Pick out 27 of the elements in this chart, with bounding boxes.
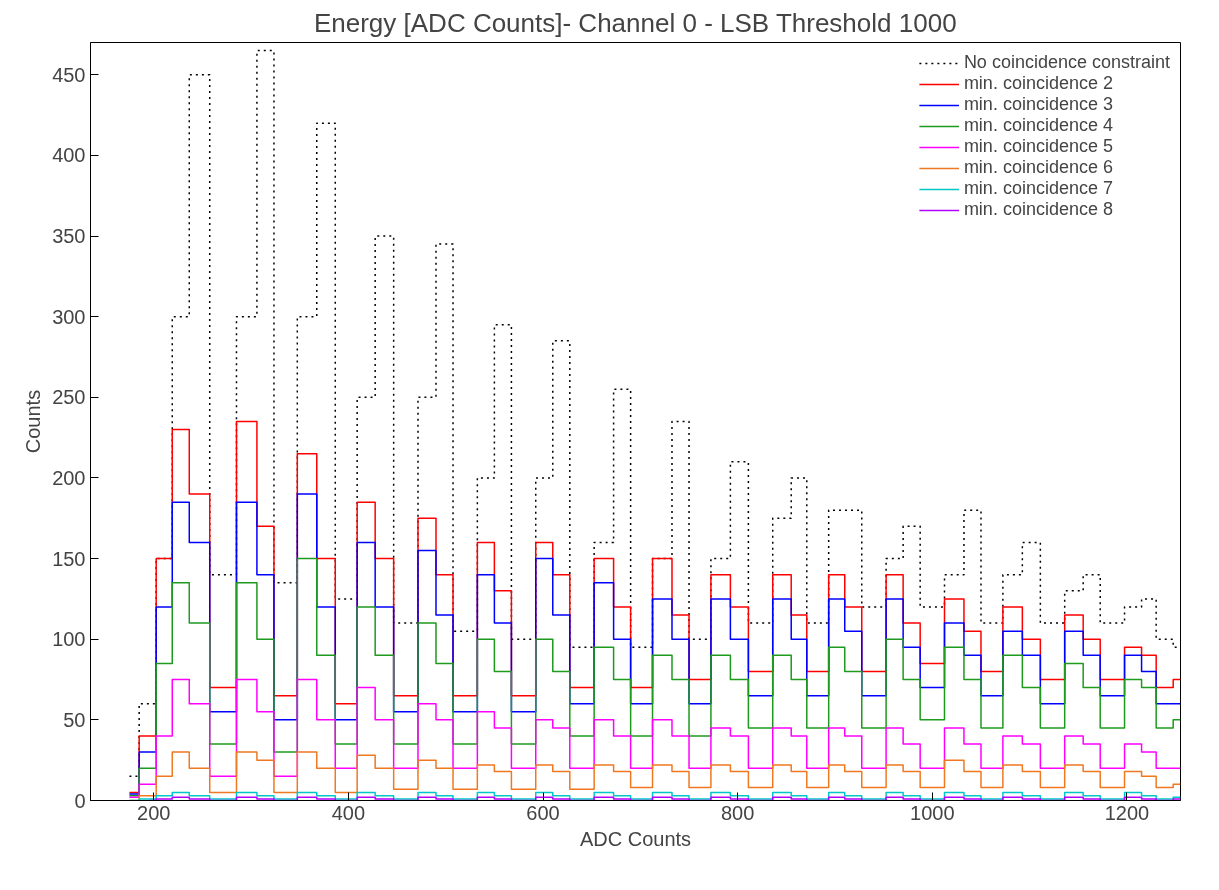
y-tick-label: 300 [52,305,86,328]
legend-label: min. coincidence 2 [963,73,1113,94]
legend-label: min. coincidence 5 [963,136,1113,157]
y-tick-label: 0 [74,789,86,812]
y-tick-label: 200 [52,466,86,489]
legend-label: No coincidence constraint [963,52,1170,73]
x-tick-label: 800 [721,801,755,824]
y-tick-label: 150 [52,547,86,570]
y-axis-title: Counts [22,389,45,454]
legend-label: min. coincidence 6 [963,157,1113,178]
legend-label: min. coincidence 3 [963,94,1113,115]
x-tick-label: 200 [137,801,171,824]
x-tick-label: 400 [331,801,366,824]
y-tick-label: 450 [52,63,86,86]
y-tick-label: 350 [52,225,86,248]
legend-label: min. coincidence 7 [963,178,1113,199]
legend-label: min. coincidence 4 [963,115,1113,136]
y-tick-label: 50 [63,708,86,731]
y-tick-label: 250 [52,386,86,409]
legend-label: min. coincidence 8 [963,199,1113,220]
y-tick-label: 400 [52,144,86,167]
x-tick-label: 600 [526,801,560,824]
chart-title: Energy [ADC Counts]- Channel 0 - LSB Threshold 1000 [313,7,957,38]
x-axis-title: ADC Counts [579,827,692,850]
x-tick-label: 1200 [1104,801,1150,824]
y-tick-label: 100 [52,628,86,651]
x-tick-label: 1000 [910,801,955,824]
